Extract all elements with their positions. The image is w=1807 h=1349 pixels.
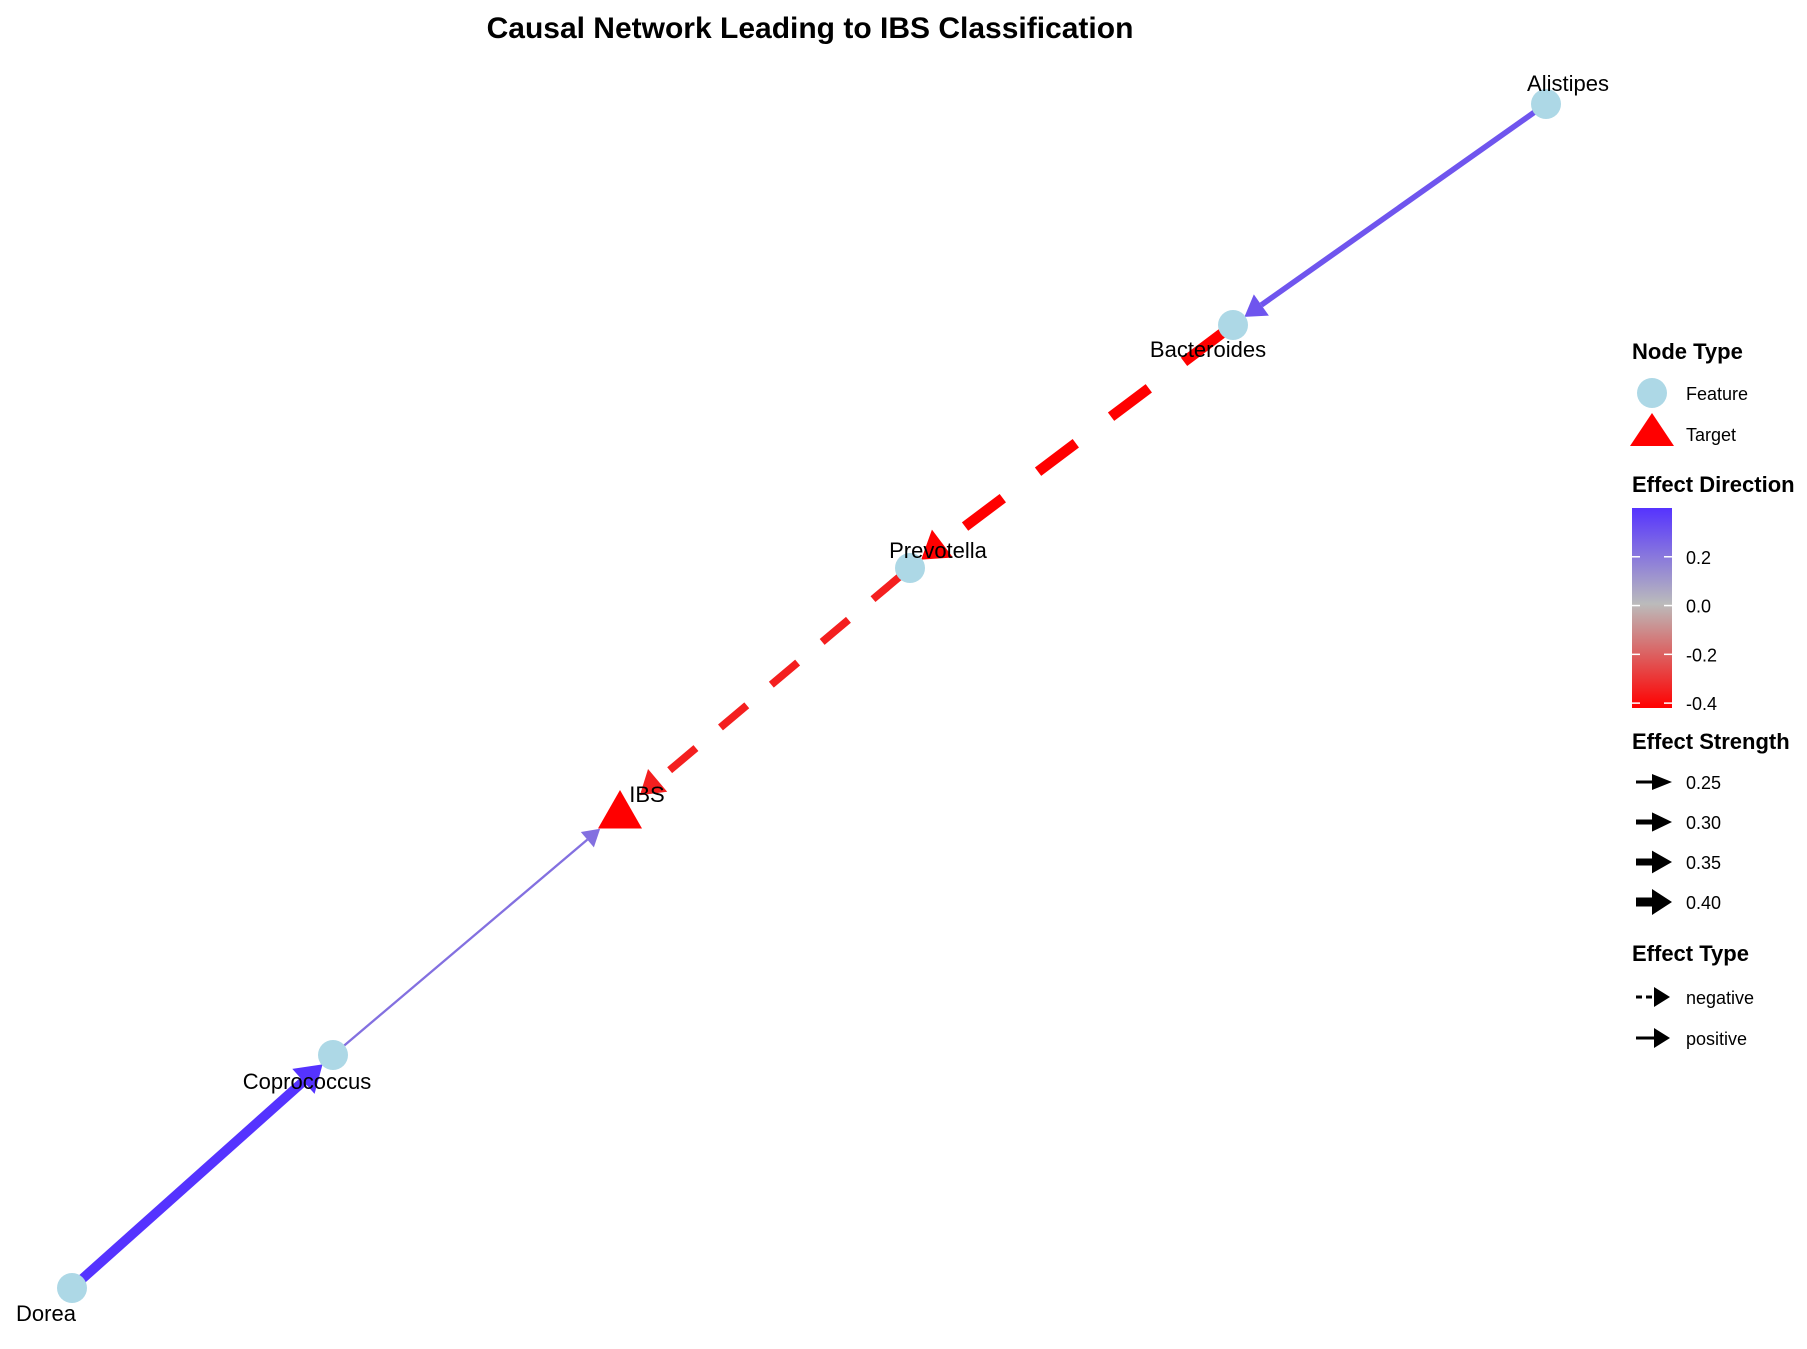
legend-effect-strength: Effect Strength 0.25 0.30 0.35 0.40 <box>1632 729 1790 915</box>
colorbar-tick-label: 0.0 <box>1686 597 1711 617</box>
legend-feature-circle-icon <box>1637 378 1667 408</box>
legend-effect-type-title: Effect Type <box>1632 941 1749 966</box>
strength-item: 0.40 <box>1636 889 1721 915</box>
colorbar-tick-label: -0.2 <box>1686 645 1717 665</box>
node-alistipes-circle <box>1531 89 1561 119</box>
legend-positive-label: positive <box>1686 1029 1747 1049</box>
legend-effect-strength-title: Effect Strength <box>1632 729 1790 754</box>
legend-target-label: Target <box>1686 425 1736 445</box>
edge-arrowhead <box>580 828 601 848</box>
strength-label: 0.35 <box>1686 853 1721 873</box>
legend-effect-direction: Effect Direction 0.2 0.0 -0.2 -0.4 <box>1632 472 1795 714</box>
legend-node-type: Node Type Feature Target <box>1630 339 1748 446</box>
edge-dorea-to-coprococcus <box>79 1064 323 1283</box>
node-label-bacteroides: Bacteroides <box>1150 337 1266 362</box>
strength-arrow-icon <box>1652 812 1672 832</box>
node-label-coprococcus: Coprococcus <box>243 1069 371 1094</box>
legend-effect-direction-title: Effect Direction <box>1632 472 1795 497</box>
legend-colorbar <box>1632 508 1672 708</box>
edge-bacteroides-to-prevotella <box>921 329 1225 560</box>
node-label-prevotella: Prevotella <box>889 538 988 563</box>
strength-arrow-icon <box>1652 774 1672 790</box>
edges-layer <box>79 109 1537 1283</box>
strength-item: 0.25 <box>1636 773 1721 793</box>
node-dorea-circle <box>57 1273 87 1303</box>
edge-alistipes-to-bacteroides <box>1244 109 1537 317</box>
labels-layer: Alistipes Bacteroides Prevotella IBS Coproco… <box>16 71 1609 1326</box>
edge-arrowhead <box>1244 294 1269 317</box>
nodes-layer <box>57 89 1561 1303</box>
legend: Node Type Feature Target Effect Directio… <box>1630 339 1795 1049</box>
node-ibs-triangle <box>598 790 642 829</box>
colorbar-tick-label: -0.4 <box>1686 694 1717 714</box>
chart-title: Causal Network Leading to IBS Classifica… <box>487 12 1134 45</box>
edge-line <box>79 1077 307 1283</box>
edge-prevotella-to-ibs <box>639 574 902 796</box>
colorbar-ticks: 0.2 0.0 -0.2 -0.4 <box>1632 548 1717 714</box>
edge-coprococcus-to-ibs <box>342 828 601 1047</box>
legend-negative-arrow-icon <box>1654 987 1670 1007</box>
edge-line <box>939 329 1225 548</box>
colorbar-tick-label: 0.2 <box>1686 548 1711 568</box>
node-bacteroides-circle <box>1218 310 1248 340</box>
strength-items: 0.25 0.30 0.35 0.40 <box>1636 773 1721 915</box>
strength-label: 0.30 <box>1686 813 1721 833</box>
node-coprococcus-circle <box>318 1040 348 1070</box>
edge-arrowhead <box>639 768 668 796</box>
legend-feature-label: Feature <box>1686 384 1748 404</box>
node-prevotella-circle <box>895 553 925 583</box>
node-label-ibs: IBS <box>629 782 664 807</box>
legend-node-type-title: Node Type <box>1632 339 1743 364</box>
strength-label: 0.25 <box>1686 773 1721 793</box>
strength-arrow-icon <box>1652 850 1672 874</box>
legend-effect-type: Effect Type negative positive <box>1632 941 1754 1049</box>
edge-arrowhead <box>921 529 953 560</box>
node-label-alistipes: Alistipes <box>1527 71 1609 96</box>
legend-positive-arrow-icon <box>1654 1028 1670 1048</box>
edge-line <box>1259 109 1537 308</box>
strength-item: 0.30 <box>1636 812 1721 833</box>
strength-item: 0.35 <box>1636 850 1721 874</box>
edge-line <box>342 838 589 1047</box>
edge-line <box>655 574 902 784</box>
legend-target-triangle-icon <box>1630 413 1674 446</box>
edge-arrowhead <box>292 1064 323 1094</box>
node-label-dorea: Dorea <box>16 1301 77 1326</box>
strength-arrow-icon <box>1652 889 1672 915</box>
strength-label: 0.40 <box>1686 893 1721 913</box>
legend-negative-label: negative <box>1686 988 1754 1008</box>
